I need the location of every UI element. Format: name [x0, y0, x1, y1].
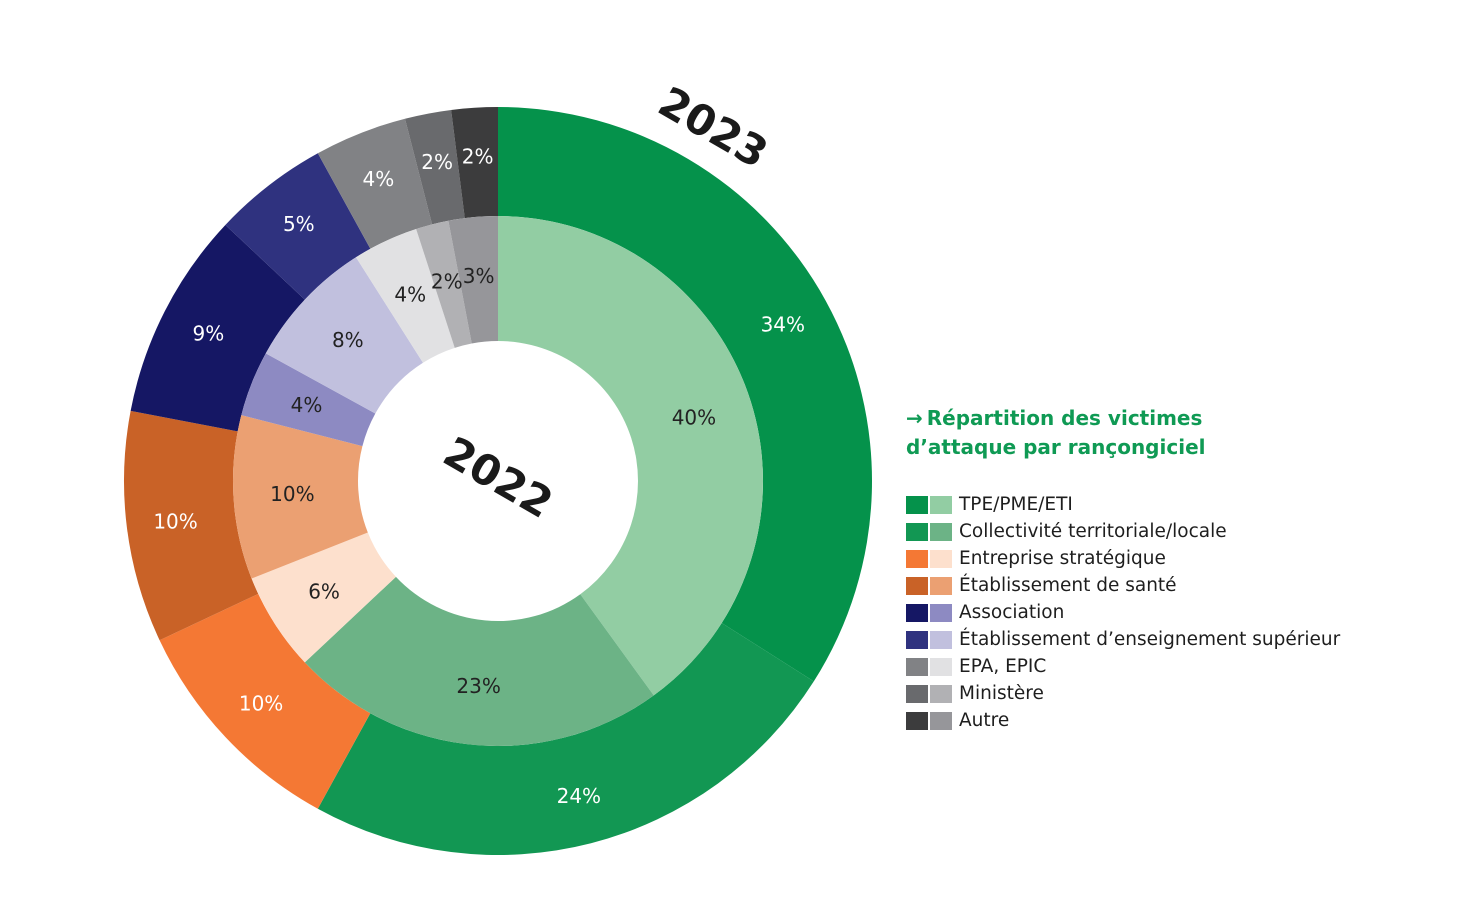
label-2022-3: 10%: [270, 482, 314, 506]
legend-swatch-2023: [906, 657, 928, 676]
legend-item: Entreprise stratégique: [906, 545, 1340, 572]
chart-title: → Répartition des victimes d’attaque par …: [906, 404, 1326, 462]
legend-label: Collectivité territoriale/locale: [959, 521, 1227, 542]
outer-ring-2023: [124, 107, 873, 855]
legend: → Répartition des victimes d’attaque par …: [906, 404, 1340, 734]
percentage-labels: 40%23%6%10%4%8%4%2% 3%34%24%10%10%9%5%4%2…: [153, 145, 805, 808]
legend-entries: TPE/PME/ETI Collectivité territoriale/loc…: [906, 491, 1340, 734]
legend-label: Ministère: [959, 683, 1044, 704]
slice-2022-0: [498, 216, 763, 696]
label-2023-0: 34%: [761, 312, 805, 336]
legend-label: Établissement de santé: [959, 575, 1177, 596]
slice-2022-7: [416, 220, 472, 348]
label-2022-6: 4%: [394, 283, 426, 307]
slice-2023-7: [404, 109, 465, 225]
slice-2022-2: [251, 532, 396, 663]
slice-2022-3: [233, 415, 368, 579]
legend-swatch-2022: [930, 522, 952, 541]
slice-2023-3: [124, 410, 259, 641]
title-line-1: Répartition des victimes: [926, 406, 1203, 430]
legend-swatch-2023: [906, 522, 928, 541]
arrow-right-icon: →: [906, 406, 923, 430]
label-2023-4: 9%: [193, 321, 225, 345]
legend-item: EPA, EPIC: [906, 653, 1340, 680]
label-2023-3: 10%: [153, 510, 197, 534]
slice-2022-8: [448, 216, 498, 344]
legend-label: Association: [959, 602, 1065, 623]
legend-item: Collectivité territoriale/locale: [906, 518, 1340, 545]
slice-2022-5: [265, 257, 423, 414]
legend-swatch-2022: [930, 603, 952, 622]
slice-2022-4: [241, 353, 376, 447]
year-label-2022: 2022: [435, 427, 561, 528]
slice-2022-1: [304, 576, 654, 746]
slice-2022-6: [356, 228, 455, 363]
legend-label: TPE/PME/ETI: [959, 494, 1073, 515]
legend-swatch-2023: [906, 711, 928, 730]
slice-2023-0: [498, 107, 873, 682]
legend-label: Entreprise stratégique: [959, 548, 1166, 569]
legend-item: TPE/PME/ETI: [906, 491, 1340, 518]
legend-swatch-2023: [906, 684, 928, 703]
slice-2023-4: [130, 224, 305, 432]
legend-swatch-2022: [930, 630, 952, 649]
label-2022-2: 6%: [308, 579, 340, 603]
label-2022-5: 8%: [332, 328, 364, 352]
legend-swatch-2022: [930, 657, 952, 676]
slice-2023-2: [159, 593, 371, 809]
legend-swatch-2022: [930, 711, 952, 730]
slice-2023-8: [451, 107, 498, 219]
label-2023-5: 5%: [283, 212, 315, 236]
label-2022-4: 4%: [291, 393, 323, 417]
slice-2023-6: [317, 118, 433, 249]
legend-item: Établissement de santé: [906, 572, 1340, 599]
legend-item: Établissement d’enseignement supérieur: [906, 626, 1340, 653]
legend-item: Association: [906, 599, 1340, 626]
legend-swatch-2023: [906, 630, 928, 649]
slice-2023-1: [317, 622, 814, 855]
legend-label: Établissement d’enseignement supérieur: [959, 629, 1341, 650]
label-2022-8: 3%: [463, 264, 495, 288]
slice-2023-5: [225, 153, 371, 300]
legend-swatch-2022: [930, 495, 952, 514]
legend-label: Autre: [959, 710, 1010, 731]
legend-swatch-2023: [906, 549, 928, 568]
label-2023-2: 10%: [239, 691, 283, 715]
label-2023-1: 24%: [557, 784, 601, 808]
title-line-2: d’attaque par rançongiciel: [906, 435, 1206, 459]
legend-swatch-2023: [906, 576, 928, 595]
legend-swatch-2022: [930, 576, 952, 595]
legend-swatch-2022: [930, 684, 952, 703]
label-2022-7: 2%: [431, 269, 463, 293]
label-2023-6: 4%: [362, 167, 394, 191]
legend-swatch-2023: [906, 495, 928, 514]
label-2022-1: 23%: [456, 674, 500, 698]
inner-ring-2022: [233, 216, 763, 746]
legend-swatch-2022: [930, 549, 952, 568]
label-2022-0: 40%: [672, 405, 716, 429]
legend-swatch-2023: [906, 603, 928, 622]
label-2023-8: 2%: [462, 145, 494, 169]
legend-item: Autre: [906, 707, 1340, 734]
label-2023-7: 2%: [421, 150, 453, 174]
legend-label: EPA, EPIC: [959, 656, 1047, 677]
legend-item: Ministère: [906, 680, 1340, 707]
